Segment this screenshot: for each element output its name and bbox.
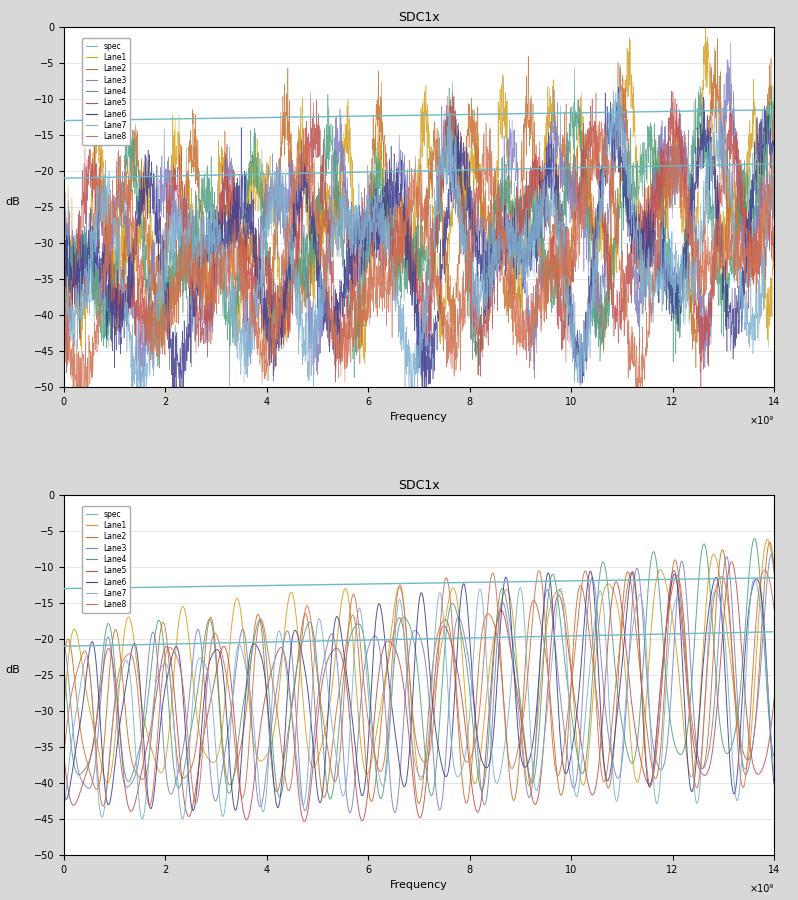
Title: SDC1x: SDC1x bbox=[398, 480, 440, 492]
Y-axis label: dB: dB bbox=[6, 665, 20, 675]
X-axis label: Frequency: Frequency bbox=[390, 412, 448, 422]
Legend: spec, Lane1, Lane2, Lane3, Lane4, Lane5, Lane6, Lane7, Lane8: spec, Lane1, Lane2, Lane3, Lane4, Lane5,… bbox=[82, 506, 130, 613]
Y-axis label: dB: dB bbox=[6, 197, 20, 207]
Text: ×10⁹: ×10⁹ bbox=[750, 416, 774, 426]
Legend: spec, Lane1, Lane2, Lane3, Lane4, Lane5, Lane6, Lane7, Lane8: spec, Lane1, Lane2, Lane3, Lane4, Lane5,… bbox=[82, 38, 130, 145]
Title: SDC1x: SDC1x bbox=[398, 12, 440, 24]
Text: ×10⁹: ×10⁹ bbox=[750, 884, 774, 894]
X-axis label: Frequency: Frequency bbox=[390, 880, 448, 890]
